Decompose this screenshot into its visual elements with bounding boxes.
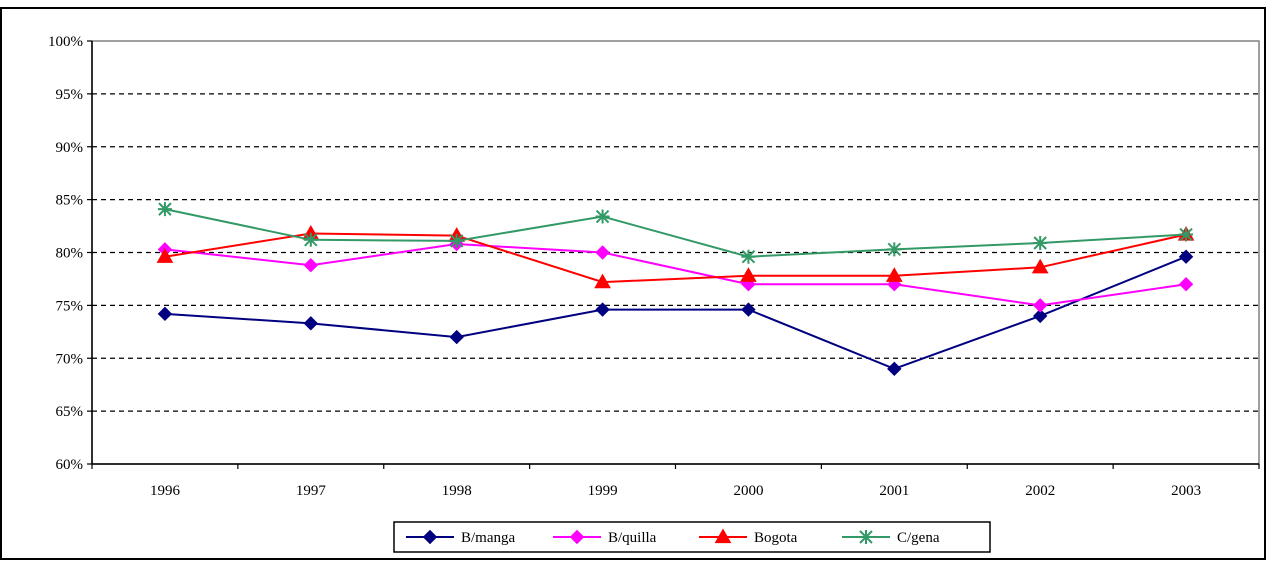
x-tick-label: 1999 (588, 483, 618, 499)
legend-marker (714, 528, 732, 544)
legend-item: Bogota (699, 528, 798, 546)
series-line (164, 243, 1187, 307)
data-point (885, 267, 903, 282)
series-bmanga (157, 249, 1194, 377)
legend-label: C/gena (897, 530, 940, 546)
data-point (887, 361, 902, 377)
data-point (449, 329, 464, 345)
series-layer (156, 202, 1195, 377)
data-point (1179, 227, 1194, 242)
legend-item: B/manga (406, 529, 515, 546)
legend-item: B/quilla (553, 529, 657, 546)
y-tick-label: 100% (48, 34, 83, 50)
data-point (449, 233, 464, 248)
series-line (164, 255, 1187, 370)
data-point (303, 257, 319, 273)
y-tick-label: 75% (56, 298, 84, 314)
data-point (303, 232, 318, 247)
x-tick-label: 1996 (150, 483, 181, 499)
legend-marker (859, 530, 873, 544)
x-tick-label: 2002 (1025, 483, 1055, 499)
series-line (164, 232, 1187, 284)
data-point (741, 302, 756, 317)
x-tick-label: 1998 (442, 483, 472, 499)
data-point (1032, 308, 1048, 324)
y-tick-label: 90% (56, 140, 84, 156)
legend-item: C/gena (842, 530, 940, 546)
legend-label: B/manga (461, 530, 515, 546)
data-point (595, 302, 610, 317)
y-tick-label: 70% (56, 351, 84, 367)
y-tick-label: 85% (56, 193, 84, 209)
data-point (1178, 249, 1194, 264)
series-cgena (157, 202, 1194, 264)
data-point (594, 273, 611, 289)
data-point (887, 242, 902, 257)
data-point (740, 267, 757, 282)
x-tick-label: 2000 (733, 483, 763, 499)
y-tick-label: 80% (56, 246, 84, 262)
y-tick-label: 95% (56, 87, 84, 103)
x-tick-label: 2001 (879, 483, 909, 499)
legend-label: Bogota (754, 530, 798, 546)
x-tick-label: 2003 (1171, 483, 1201, 499)
data-point (156, 248, 174, 263)
axis-layer: 60% 65% 70% 75% 80% 85% 90% 95% 100% 1996 1997 1998… (48, 34, 1260, 499)
legend-label: B/quilla (608, 530, 657, 546)
series-line (164, 208, 1187, 258)
data-point (157, 202, 172, 217)
data-point (303, 316, 319, 331)
y-tick-label: 60% (56, 457, 84, 473)
legend-box (393, 521, 991, 553)
data-point (1178, 277, 1194, 292)
data-point (741, 249, 756, 264)
x-tick-label: 1997 (296, 483, 327, 499)
data-point (1032, 298, 1048, 313)
data-point (595, 245, 610, 260)
legend-marker (422, 529, 438, 545)
legend-marker (569, 529, 585, 545)
y-tick-label: 65% (56, 404, 84, 420)
data-point (1031, 258, 1049, 274)
data-point (1033, 235, 1048, 250)
data-point (157, 306, 173, 322)
data-point (595, 209, 610, 224)
legend: B/manga B/quilla Bogota C/gena (393, 521, 991, 553)
